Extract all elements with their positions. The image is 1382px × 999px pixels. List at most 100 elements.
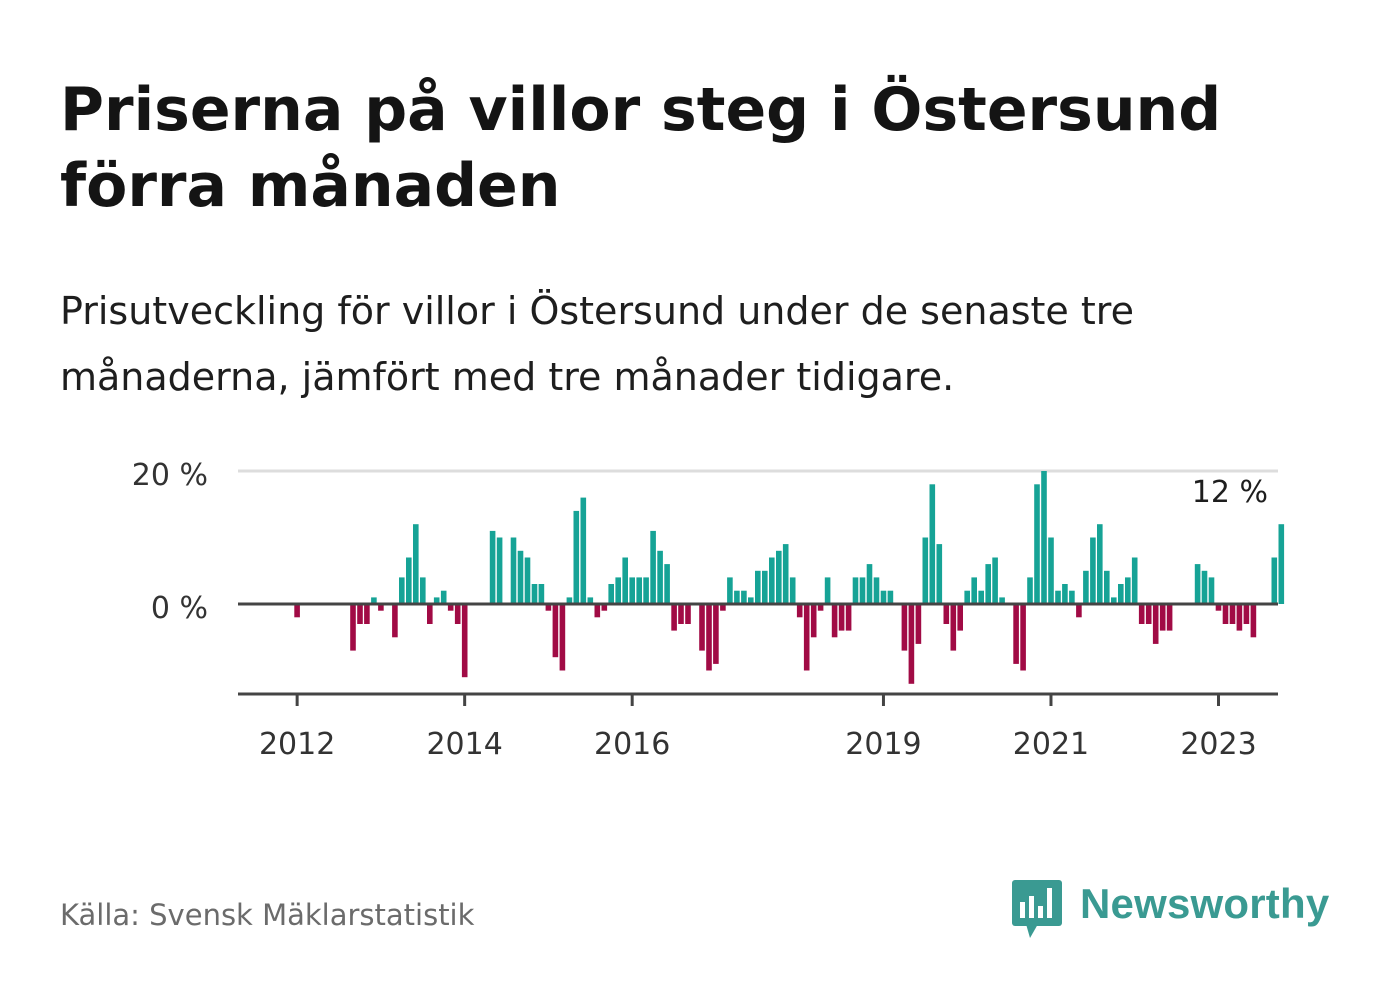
bar	[608, 584, 614, 604]
bar	[1034, 484, 1040, 604]
bar	[1013, 604, 1019, 664]
bar	[1118, 584, 1124, 604]
bar	[908, 604, 915, 684]
chart-subtitle: Prisutveckling för villor i Östersund un…	[60, 289, 1134, 399]
bar	[810, 604, 817, 638]
bar	[294, 604, 300, 618]
bar	[538, 584, 545, 604]
bar	[1062, 584, 1068, 604]
source-note: Källa: Svensk Mäklarstatistik	[60, 898, 475, 932]
bar	[755, 570, 761, 605]
bar	[657, 550, 663, 604]
bar	[350, 604, 356, 651]
newsworthy-logo-icon	[1012, 880, 1062, 938]
x-ticks-group: 2012 2014 2016 2019 2021 2023	[259, 694, 1257, 762]
bar	[447, 604, 454, 611]
bar	[873, 577, 880, 604]
bar	[1152, 604, 1159, 644]
bar	[545, 604, 552, 611]
bar	[838, 604, 845, 631]
bar	[796, 604, 803, 618]
bar	[594, 604, 601, 618]
bar	[664, 564, 670, 604]
bar	[957, 604, 963, 631]
bar	[789, 577, 796, 604]
newsworthy-logo[interactable]: Newsworthy	[1010, 876, 1330, 942]
bar	[880, 590, 887, 604]
bar	[629, 577, 635, 604]
bar	[824, 577, 831, 604]
bar	[978, 590, 984, 604]
bar	[1055, 590, 1061, 604]
y-tick-label-0: 0 %	[151, 591, 208, 626]
bar	[1104, 570, 1110, 605]
bar	[943, 604, 950, 624]
bar	[769, 557, 775, 605]
bar	[496, 537, 503, 604]
bar	[741, 590, 747, 604]
bar	[950, 604, 957, 651]
bar	[489, 530, 496, 605]
bar-chart: 20 % 0 % 2012 2014 2016 2019 2021 2023 12 %	[132, 458, 1285, 762]
last-value-annotation: 12 %	[1192, 475, 1268, 510]
bar	[782, 544, 789, 604]
bar	[727, 577, 733, 604]
bar	[713, 604, 719, 664]
bar	[420, 577, 426, 604]
bar	[587, 597, 594, 605]
x-tick-label: 2023	[1180, 727, 1256, 762]
bar	[1229, 604, 1236, 624]
bar	[964, 590, 970, 604]
bar	[524, 557, 531, 605]
bar	[1048, 537, 1054, 604]
x-tick-label: 2016	[594, 727, 670, 762]
y-tick-label-20: 20 %	[132, 458, 208, 493]
bar	[678, 604, 684, 624]
bar	[601, 604, 608, 611]
bar	[636, 577, 642, 604]
bar	[1159, 604, 1166, 631]
x-tick-label: 2019	[845, 727, 921, 762]
bar	[650, 530, 656, 605]
bar	[510, 537, 517, 604]
bar	[699, 604, 705, 651]
bar	[1271, 557, 1278, 605]
bar	[413, 524, 419, 604]
x-tick-label: 2012	[259, 727, 335, 762]
bar	[454, 604, 461, 624]
bar	[985, 564, 991, 604]
bar	[817, 604, 824, 611]
bar	[706, 604, 712, 671]
x-tick-label: 2014	[426, 727, 502, 762]
bar	[573, 510, 580, 604]
bar	[1236, 604, 1243, 631]
bar	[406, 557, 412, 605]
bar	[461, 604, 468, 678]
bar	[580, 497, 587, 604]
bar	[901, 604, 908, 651]
bar	[1069, 590, 1075, 604]
bar	[1166, 604, 1173, 631]
bar	[671, 604, 677, 631]
bar	[887, 590, 894, 604]
bar	[1278, 524, 1285, 604]
bar	[1020, 604, 1026, 671]
bars-group	[294, 471, 1285, 684]
bar	[427, 604, 433, 624]
bar	[1201, 570, 1208, 605]
bar	[566, 597, 573, 605]
x-tick-label: 2021	[1013, 727, 1089, 762]
bar	[1076, 604, 1082, 618]
bar	[433, 597, 440, 605]
bar	[1194, 564, 1201, 604]
bar	[559, 604, 566, 671]
bar	[371, 597, 377, 605]
bar	[1027, 577, 1033, 604]
bar	[1215, 604, 1222, 611]
bar	[929, 484, 936, 604]
bar	[685, 604, 691, 624]
bar	[1208, 577, 1215, 604]
bar	[748, 597, 754, 605]
bar	[357, 604, 363, 624]
bar	[803, 604, 810, 671]
